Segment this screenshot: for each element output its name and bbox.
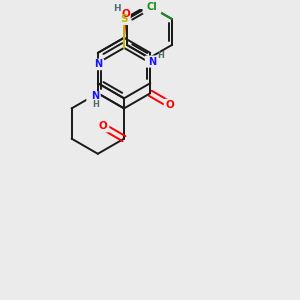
FancyBboxPatch shape: [145, 56, 159, 68]
Text: N: N: [148, 56, 156, 67]
Text: H: H: [92, 100, 99, 109]
FancyBboxPatch shape: [92, 59, 104, 70]
Text: N: N: [94, 59, 102, 69]
Text: Cl: Cl: [146, 2, 157, 13]
Text: S: S: [120, 14, 128, 24]
Text: N: N: [91, 91, 99, 101]
Text: O: O: [121, 9, 130, 19]
Text: O: O: [121, 9, 130, 19]
FancyBboxPatch shape: [118, 13, 130, 25]
FancyBboxPatch shape: [142, 1, 161, 14]
Text: Cl: Cl: [146, 2, 157, 13]
FancyBboxPatch shape: [86, 91, 101, 104]
Text: H: H: [114, 4, 121, 14]
FancyBboxPatch shape: [96, 120, 109, 133]
FancyBboxPatch shape: [164, 99, 177, 111]
Text: S: S: [120, 14, 128, 24]
FancyBboxPatch shape: [121, 7, 130, 18]
Text: O: O: [98, 122, 107, 131]
Text: H: H: [157, 51, 164, 60]
Text: O: O: [98, 122, 107, 131]
Text: N: N: [148, 56, 156, 67]
Text: N: N: [94, 59, 102, 69]
Text: O: O: [166, 100, 175, 110]
Text: O: O: [166, 100, 175, 110]
Text: N: N: [91, 91, 99, 101]
